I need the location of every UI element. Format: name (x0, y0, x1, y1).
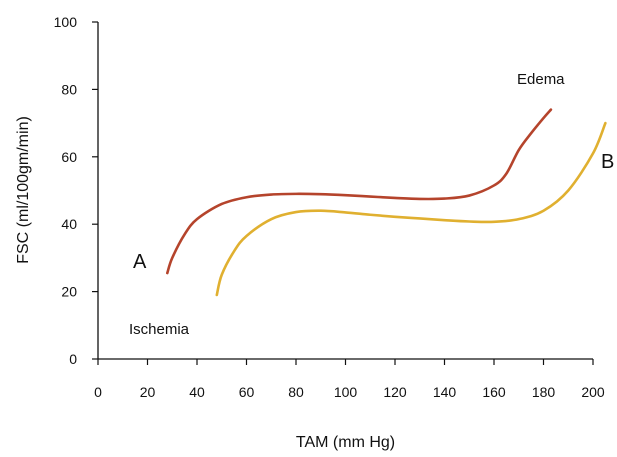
x-tick-label: 80 (288, 384, 304, 400)
y-tick-label: 60 (61, 149, 77, 165)
annotation-ischemia: Ischemia (129, 321, 190, 338)
y-tick-label: 20 (61, 284, 77, 300)
y-ticks: 0 20 40 60 80 100 (54, 14, 98, 367)
x-tick-label: 200 (581, 384, 605, 400)
series-line-b (215, 121, 607, 297)
annotation-a: A (133, 251, 147, 273)
x-tick-label: 140 (433, 384, 457, 400)
x-tick-label: 100 (334, 384, 358, 400)
x-tick-label: 20 (140, 384, 156, 400)
y-tick-label: 80 (61, 81, 77, 97)
x-axis-title: TAM (mm Hg) (296, 434, 395, 451)
y-tick-label: 100 (54, 14, 78, 30)
y-axis-title: FSC (ml/100gm/min) (15, 116, 32, 264)
x-tick-label: 60 (239, 384, 255, 400)
x-tick-label: 40 (189, 384, 205, 400)
x-tick-label: 0 (94, 384, 102, 400)
y-tick-label: 0 (69, 351, 77, 367)
series-layer (166, 108, 607, 297)
y-tick-label: 40 (61, 216, 77, 232)
series-line-a (166, 108, 553, 275)
x-tick-label: 160 (482, 384, 506, 400)
x-tick-label: 180 (532, 384, 556, 400)
annotation-b: B (601, 151, 614, 173)
x-tick-label: 120 (383, 384, 407, 400)
x-ticks: 0 20 40 60 80 100 120 140 160 180 200 (94, 359, 605, 400)
annotation-edema: Edema (517, 71, 565, 88)
